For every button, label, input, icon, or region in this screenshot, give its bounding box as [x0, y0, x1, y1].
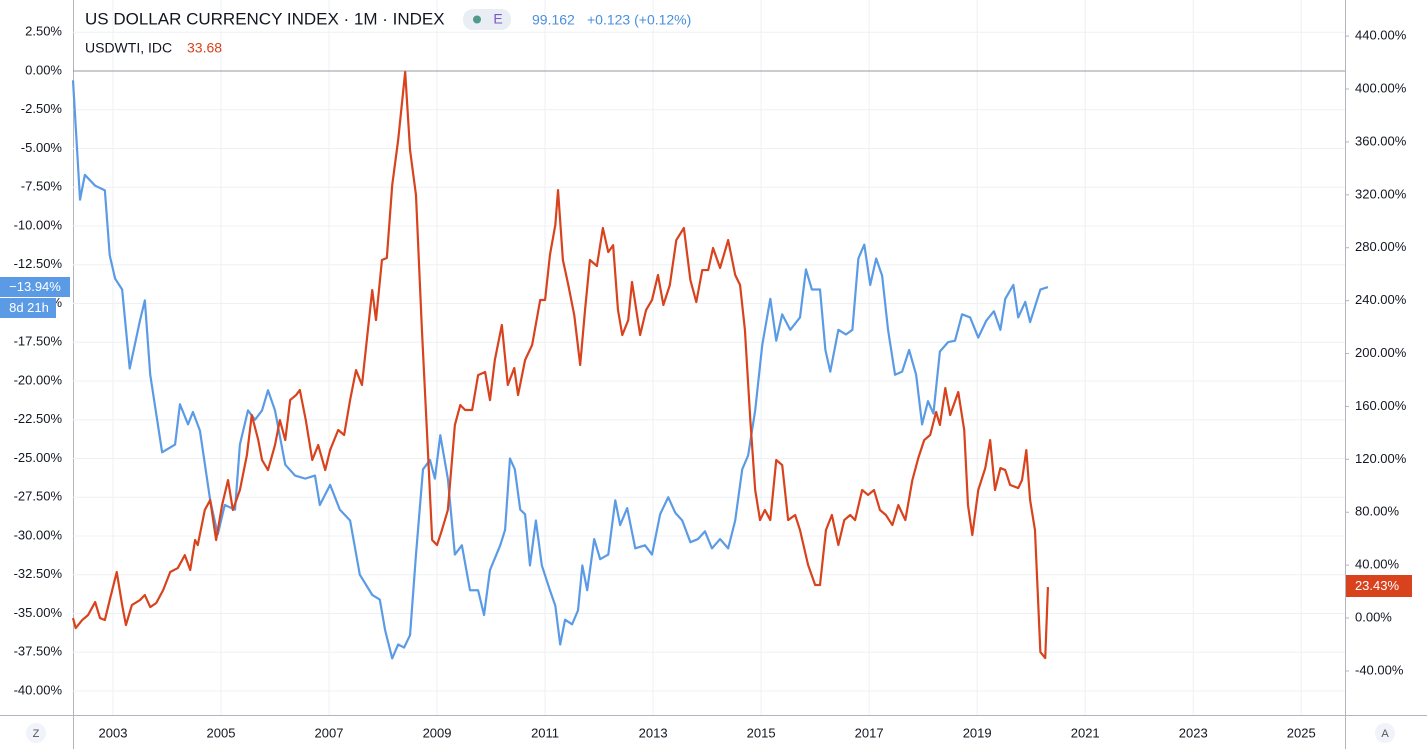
- button-label[interactable]: Z: [33, 728, 40, 740]
- y2-tick-label: 400.00%: [1355, 80, 1407, 95]
- y-tick-label: -7.50%: [21, 179, 63, 194]
- x-tick-label: 2011: [531, 725, 559, 740]
- button[interactable]: [26, 723, 46, 743]
- y2-tick-label: 40.00%: [1355, 557, 1400, 572]
- y-tick-label: -27.50%: [14, 489, 63, 504]
- y2-tick-label: 360.00%: [1355, 133, 1407, 148]
- x-tick-label: 2003: [99, 725, 128, 740]
- x-tick-label: 2015: [747, 725, 776, 740]
- y2-tick-label: 240.00%: [1355, 292, 1407, 307]
- legend: US DOLLAR CURRENCY INDEX · 1M · INDEX E …: [85, 9, 691, 56]
- y-tick-label: -25.00%: [14, 450, 63, 465]
- countdown: 8d 21h: [9, 300, 49, 315]
- y-tick-label: -5.00%: [21, 140, 63, 155]
- y2-tick-label: 320.00%: [1355, 186, 1407, 201]
- badge-label: 23.43%: [1355, 578, 1400, 593]
- y-tick-label: -35.00%: [14, 605, 63, 620]
- x-tick-label: 2009: [423, 725, 452, 740]
- y-tick-label: -30.00%: [14, 527, 63, 542]
- badge-label: −13.94%: [9, 279, 61, 294]
- change: +0.123 (+0.12%): [587, 12, 691, 28]
- last-value-badges: −13.94% 8d 21h 23.43%: [0, 277, 1412, 597]
- series-lines: [71, 70, 1050, 660]
- x-tick-label: 2021: [1071, 725, 1100, 740]
- y2-tick-label: 200.00%: [1355, 345, 1407, 360]
- quote: 99.162: [532, 12, 575, 28]
- flag-dot: [473, 15, 481, 24]
- y-tick-label: -40.00%: [14, 682, 63, 697]
- x-tick-label: 2019: [963, 725, 992, 740]
- ticks: 2003 2005 2007 2009 2011 2013 2015 2017 2019 2021…: [14, 24, 1407, 741]
- series-line: [71, 70, 1050, 660]
- y-tick-label: -22.50%: [14, 411, 63, 426]
- y-tick-label: -32.50%: [14, 566, 63, 581]
- y2-tick-label: 80.00%: [1355, 504, 1400, 519]
- x-tick-label: 2013: [639, 725, 668, 740]
- y2-tick-label: 120.00%: [1355, 451, 1407, 466]
- series-line: [71, 80, 1049, 660]
- y-tick-label: -2.50%: [21, 101, 63, 116]
- quote: 33.68: [187, 40, 222, 56]
- y-tick-label: -10.00%: [14, 217, 63, 232]
- y2-tick-label: 160.00%: [1355, 398, 1407, 413]
- x-tick-label: 2023: [1179, 725, 1208, 740]
- y-tick-label: -12.50%: [14, 256, 63, 271]
- controls: Z A: [26, 723, 1395, 743]
- x-tick-label: 2025: [1287, 725, 1316, 740]
- y2-tick-label: 440.00%: [1355, 28, 1407, 43]
- x-tick-label: 2005: [207, 725, 236, 740]
- badge: [0, 277, 70, 297]
- y-tick-label: -17.50%: [14, 334, 63, 349]
- flag: E: [493, 11, 502, 27]
- y-tick-label: -37.50%: [14, 644, 63, 659]
- y-tick-label: 2.50%: [25, 24, 62, 39]
- x-tick-label: 2007: [315, 725, 344, 740]
- flag-pill: [463, 9, 511, 30]
- y-tick-label: 0.00%: [25, 62, 62, 77]
- y2-tick-label: -40.00%: [1355, 662, 1404, 677]
- series-title: USDWTI, IDC: [85, 40, 172, 56]
- y-tick-label: -20.00%: [14, 372, 63, 387]
- series-title: US DOLLAR CURRENCY INDEX · 1M · INDEX: [85, 9, 445, 28]
- button-label[interactable]: A: [1381, 728, 1389, 740]
- y2-tick-label: 280.00%: [1355, 239, 1407, 254]
- y2-tick-label: 0.00%: [1355, 609, 1392, 624]
- badge: [1346, 575, 1412, 597]
- x-tick-label: 2017: [855, 725, 884, 740]
- grid: [73, 0, 1345, 715]
- badge: [0, 298, 56, 318]
- button[interactable]: [1375, 723, 1395, 743]
